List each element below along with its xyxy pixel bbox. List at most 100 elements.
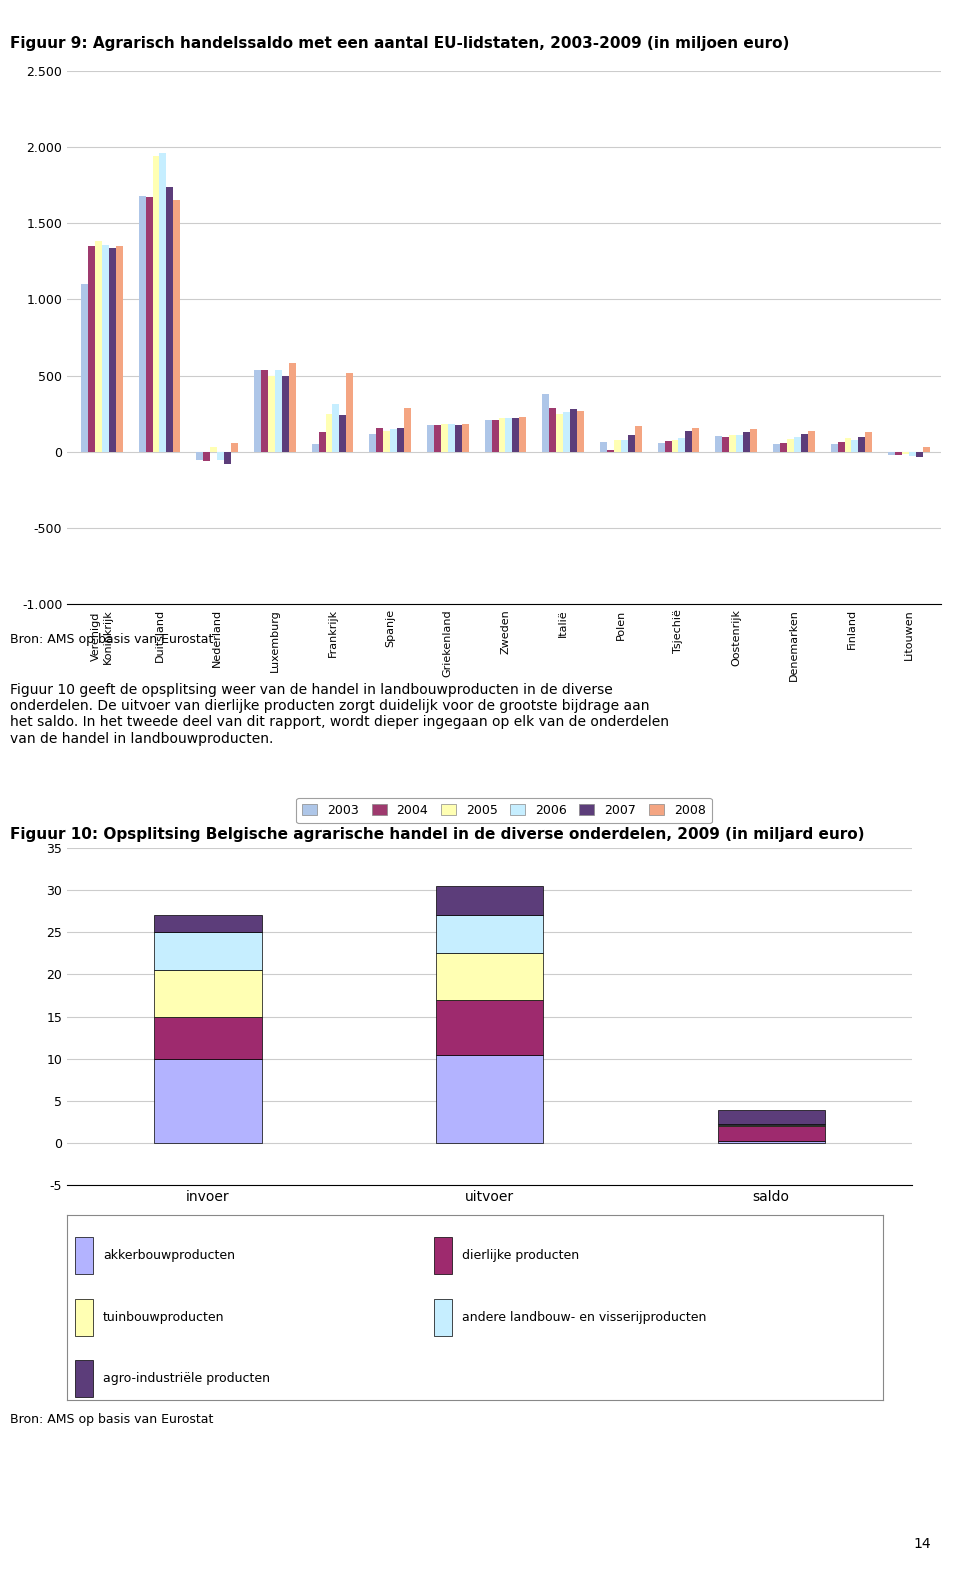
Bar [404, 408, 411, 452]
Text: Figuur 9: Agrarisch handelssaldo met een aantal EU-lidstaten, 2003-2009 (in milj: Figuur 9: Agrarisch handelssaldo met een… [10, 36, 789, 52]
Bar [340, 416, 347, 452]
Bar [718, 1110, 825, 1124]
Bar [455, 425, 462, 452]
Bar [577, 411, 584, 452]
Bar [635, 425, 641, 452]
FancyBboxPatch shape [434, 1298, 452, 1336]
Bar [427, 425, 434, 452]
Bar [268, 375, 275, 452]
Bar [436, 1055, 543, 1143]
Text: agro-industriële producten: agro-industriële producten [103, 1372, 270, 1385]
Bar [174, 201, 180, 452]
Bar [830, 444, 837, 452]
Bar [115, 246, 123, 452]
Bar [858, 436, 865, 452]
Bar [81, 284, 88, 452]
Bar [506, 418, 513, 452]
Bar [888, 452, 896, 455]
Bar [289, 364, 296, 452]
Bar [155, 933, 261, 970]
Bar [685, 430, 692, 452]
Bar [837, 443, 845, 452]
Bar [513, 418, 519, 452]
Bar [95, 242, 102, 452]
Bar [658, 443, 664, 452]
Bar [155, 915, 261, 933]
Bar [217, 452, 224, 460]
Text: 14: 14 [914, 1537, 931, 1551]
Bar [281, 375, 289, 452]
Bar [397, 429, 404, 452]
Bar [332, 403, 340, 452]
Legend: 2003, 2004, 2005, 2006, 2007, 2008: 2003, 2004, 2005, 2006, 2007, 2008 [296, 798, 712, 823]
Bar [261, 369, 268, 452]
Bar [718, 1126, 825, 1141]
Bar [564, 413, 570, 452]
Bar [108, 248, 115, 452]
Bar [896, 452, 902, 455]
Bar [166, 187, 174, 452]
Bar [492, 419, 498, 452]
Bar [722, 436, 730, 452]
Bar [718, 1141, 825, 1143]
Bar [434, 425, 441, 452]
Bar [923, 447, 930, 452]
Bar [621, 440, 628, 452]
Bar [801, 435, 807, 452]
Bar [549, 408, 556, 452]
Bar [498, 418, 506, 452]
Bar [436, 953, 543, 1000]
Bar [197, 452, 204, 460]
Bar [312, 444, 319, 452]
FancyBboxPatch shape [434, 1237, 452, 1275]
Bar [556, 414, 564, 452]
Bar [794, 436, 801, 452]
Bar [852, 440, 858, 452]
Bar [155, 1017, 261, 1058]
Text: akkerbouwproducten: akkerbouwproducten [103, 1250, 235, 1262]
Bar [730, 435, 736, 452]
Bar [155, 1058, 261, 1143]
Text: dierlijke producten: dierlijke producten [462, 1250, 579, 1262]
Bar [807, 430, 814, 452]
Bar [383, 430, 390, 452]
FancyBboxPatch shape [75, 1360, 93, 1397]
Bar [102, 245, 108, 452]
Bar [146, 198, 153, 452]
Bar [254, 369, 261, 452]
Bar [347, 372, 353, 452]
Text: tuinbouwproducten: tuinbouwproducten [103, 1311, 225, 1324]
Bar [736, 435, 743, 452]
Bar [155, 970, 261, 1017]
Bar [370, 433, 376, 452]
Bar [743, 432, 750, 452]
Bar [542, 394, 549, 452]
Bar [462, 424, 468, 452]
Bar [780, 443, 787, 452]
Bar [613, 441, 621, 452]
Bar [679, 438, 685, 452]
Bar [750, 429, 756, 452]
FancyBboxPatch shape [75, 1298, 93, 1336]
Bar [570, 410, 577, 452]
Bar [902, 452, 909, 454]
Bar [319, 432, 325, 452]
Bar [715, 436, 722, 452]
Bar [390, 429, 397, 452]
Bar [447, 424, 455, 452]
Bar [231, 443, 238, 452]
Bar [153, 155, 159, 452]
Bar [325, 414, 332, 452]
Bar [600, 443, 607, 452]
Bar [436, 885, 543, 915]
Bar [485, 419, 492, 452]
Bar [159, 152, 166, 452]
Bar [88, 246, 95, 452]
Bar [441, 424, 447, 452]
Bar [916, 452, 923, 457]
Bar [671, 440, 679, 452]
Bar [692, 427, 699, 452]
Bar [436, 915, 543, 953]
Bar [224, 452, 231, 465]
Bar [210, 447, 217, 452]
